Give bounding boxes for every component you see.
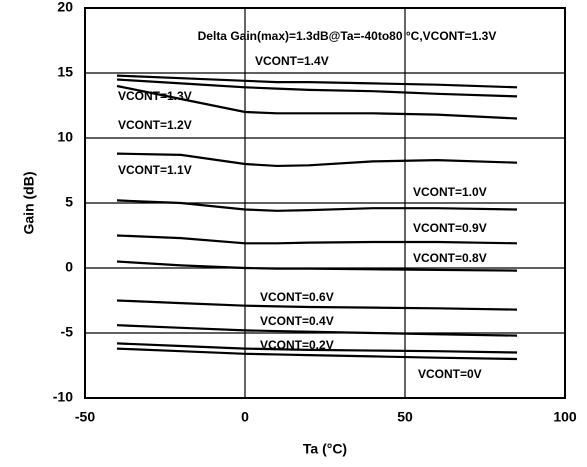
series-line bbox=[116, 152, 518, 168]
y-tick-label: 0 bbox=[65, 259, 73, 275]
series-label: VCONT=0.6V bbox=[260, 290, 334, 304]
series-label: VCONT=1.2V bbox=[118, 118, 192, 132]
series-line bbox=[116, 78, 518, 98]
series-label: VCONT=1.4V bbox=[255, 54, 329, 68]
series-label: VCONT=0V bbox=[418, 367, 482, 381]
plot-frame bbox=[84, 7, 566, 399]
series-label: VCONT=1.3V bbox=[118, 89, 192, 103]
series-line bbox=[116, 260, 518, 272]
series-line bbox=[116, 324, 518, 337]
series-label: VCONT=0.9V bbox=[413, 221, 487, 235]
series-line bbox=[116, 199, 518, 212]
y-tick-label: -5 bbox=[61, 324, 74, 340]
series-label: VCONT=0.8V bbox=[413, 251, 487, 265]
series-label: VCONT=0.2V bbox=[260, 338, 334, 352]
x-tick-label: 0 bbox=[241, 409, 249, 425]
series-line bbox=[116, 84, 518, 120]
y-tick-label: -10 bbox=[53, 389, 73, 405]
y-tick-label: 20 bbox=[57, 0, 73, 15]
series-line bbox=[116, 234, 518, 245]
series-line bbox=[116, 342, 518, 354]
y-axis-label: Gain (dB) bbox=[21, 172, 37, 235]
series-label: VCONT=0.4V bbox=[260, 314, 334, 328]
series-line bbox=[116, 299, 518, 311]
series-label: VCONT=1.1V bbox=[118, 163, 192, 177]
x-axis-label: Ta (°C) bbox=[303, 441, 347, 457]
series-line bbox=[116, 347, 518, 361]
x-tick-label: -50 bbox=[75, 409, 95, 425]
x-tick-label: 100 bbox=[553, 409, 577, 425]
series-label: VCONT=1.0V bbox=[413, 185, 487, 199]
series-line bbox=[116, 74, 518, 89]
y-tick-label: 5 bbox=[65, 194, 73, 210]
y-tick-label: 10 bbox=[57, 129, 73, 145]
y-tick-label: 15 bbox=[57, 64, 73, 80]
annotation: Delta Gain(max)=1.3dB@Ta=-40to80 °C,VCON… bbox=[198, 29, 497, 43]
x-tick-label: 50 bbox=[397, 409, 413, 425]
